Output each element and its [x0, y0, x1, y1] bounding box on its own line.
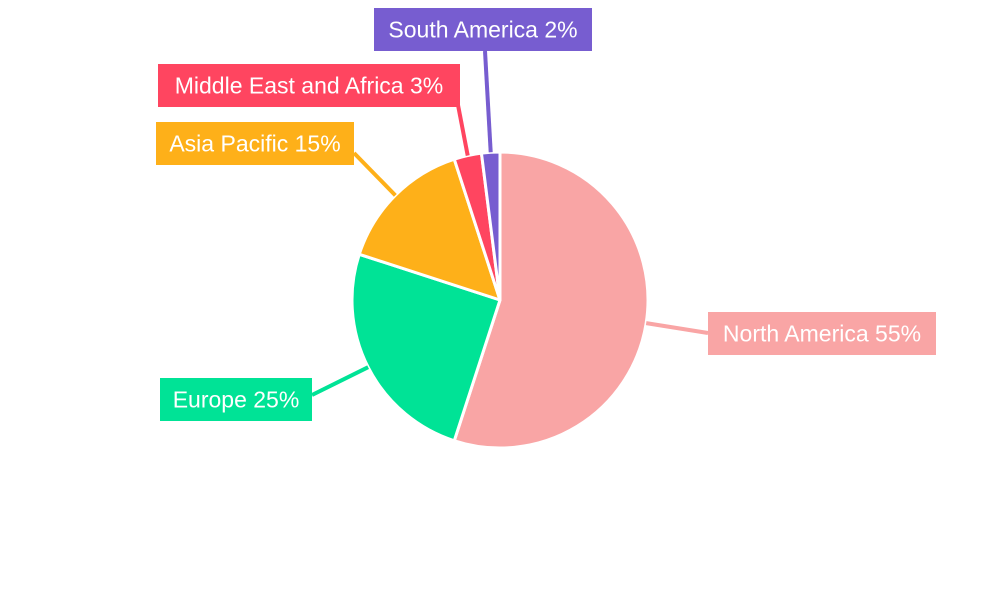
pie-labels: North America 55% Europe 25% Asia Pacific … — [156, 8, 936, 421]
data-label-box — [156, 122, 354, 165]
data-label-box — [158, 64, 460, 107]
pie-slice-europe[interactable] — [350, 252, 502, 443]
pie-slice-north-america[interactable] — [452, 150, 650, 450]
data-label-box — [374, 8, 592, 51]
label-connector — [456, 104, 470, 156]
label-connector — [352, 151, 397, 197]
label-connector — [311, 365, 370, 397]
data-label: North America 55% — [723, 321, 921, 347]
data-label: South America 2% — [388, 17, 577, 43]
data-label: Europe 25% — [173, 387, 300, 413]
data-label-box — [708, 312, 936, 355]
pie-slice-south-america[interactable] — [479, 150, 502, 302]
data-label: Middle East and Africa 3% — [175, 73, 443, 99]
data-label-box — [160, 378, 312, 421]
label-connector — [645, 321, 709, 335]
pie-slices — [350, 150, 650, 450]
label-connector — [483, 50, 493, 153]
data-label: Asia Pacific 15% — [169, 131, 340, 157]
